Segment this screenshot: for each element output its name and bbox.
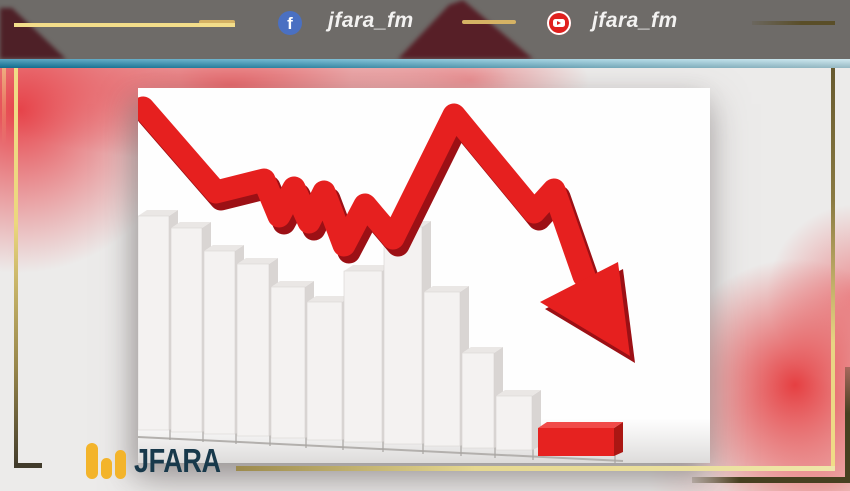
teal-divider bbox=[0, 59, 850, 68]
arrowhead-down-right bbox=[540, 262, 630, 356]
bar-chart-bars bbox=[138, 210, 623, 456]
chart-illustration-card bbox=[138, 88, 710, 463]
youtube-handle: jfara_fm bbox=[592, 9, 678, 32]
brand-logo: JFARA bbox=[86, 441, 240, 481]
frame-line-top-right-horizontal bbox=[752, 21, 835, 25]
gold-dash-left bbox=[199, 20, 235, 24]
gold-dash-middle bbox=[462, 20, 516, 24]
trend-arrow bbox=[138, 96, 630, 356]
frame-line-left-vertical bbox=[14, 23, 18, 468]
frame-line-top-left-inner-horizontal bbox=[14, 23, 235, 27]
facebook-handle: jfara_fm bbox=[328, 9, 414, 32]
youtube-play-triangle bbox=[556, 20, 561, 25]
frame-line-bottom-right-outer-vertical bbox=[845, 367, 850, 483]
bar-chart-icon bbox=[86, 441, 128, 481]
facebook-icon: f bbox=[278, 11, 302, 35]
youtube-icon bbox=[547, 11, 571, 35]
header-bar: f jfara_fm jfara_fm bbox=[0, 0, 850, 59]
brand-name: JFARA bbox=[134, 442, 221, 479]
background-arrow-silhouette bbox=[0, 0, 533, 59]
frame-line-top-left-outer-vertical bbox=[2, 8, 6, 144]
declining-chart-illustration bbox=[138, 96, 710, 463]
frame-line-bottom-right-outer-horizontal bbox=[692, 477, 850, 483]
frame-line-right-vertical bbox=[831, 21, 835, 468]
frame-line-bottom-inner-horizontal bbox=[236, 466, 835, 471]
frame-line-bottom-left-foot bbox=[14, 463, 42, 468]
